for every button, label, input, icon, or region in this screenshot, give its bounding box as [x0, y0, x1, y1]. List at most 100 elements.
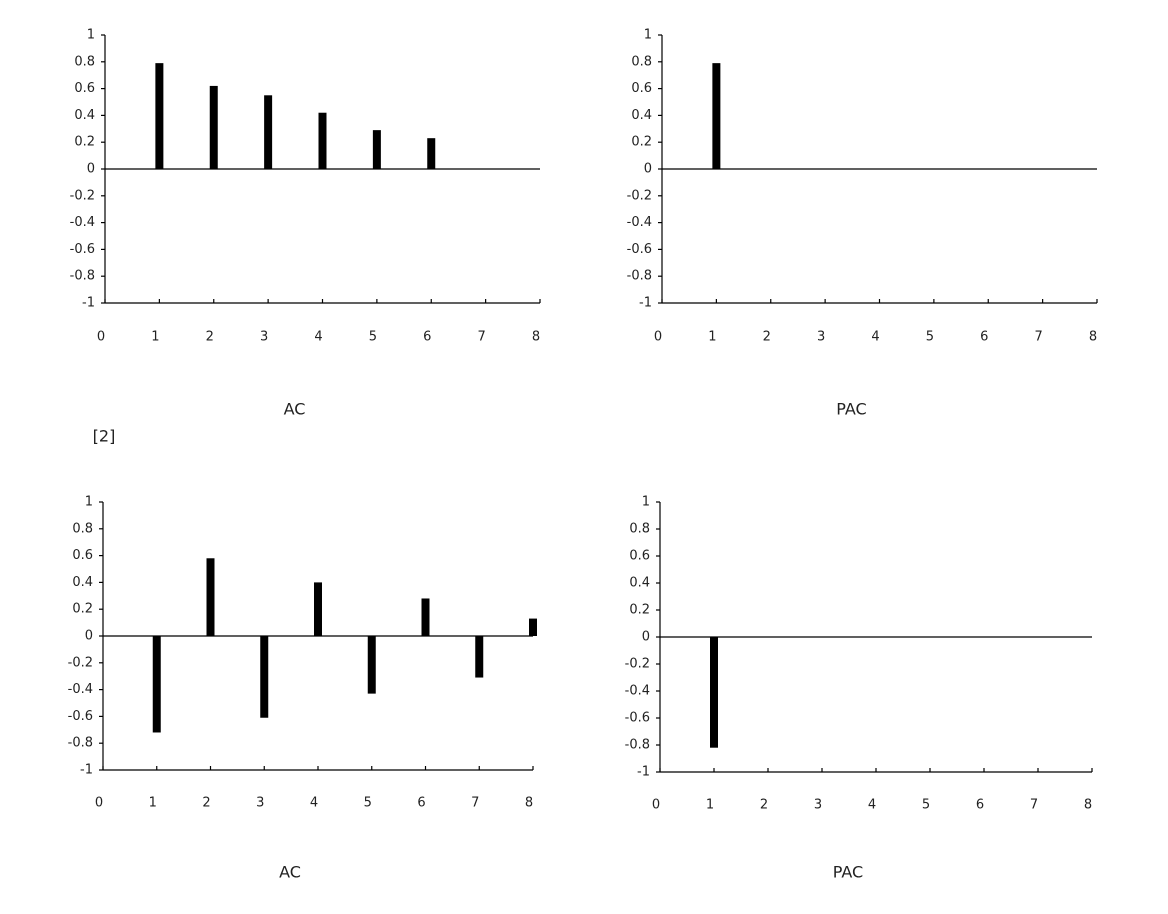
x-tick-label: 0	[95, 796, 103, 811]
y-tick-label: 0	[87, 162, 95, 177]
y-tick-label: 0.6	[72, 548, 93, 563]
y-tick-label: 0.2	[72, 602, 93, 617]
y-tick-label: -0.8	[68, 736, 93, 751]
x-tick-label: 1	[149, 796, 157, 811]
y-tick-label: 0.4	[629, 576, 650, 591]
y-tick-label: -0.2	[625, 657, 650, 672]
bar	[318, 112, 327, 169]
x-tick-label: 6	[423, 330, 431, 345]
x-tick-label: 7	[1034, 330, 1042, 345]
y-tick-label: 0.8	[631, 54, 652, 69]
x-tick-label: 2	[760, 798, 768, 813]
y-tick-label: -0.4	[627, 215, 652, 230]
bar	[209, 85, 218, 169]
x-tick-label: 4	[871, 330, 879, 345]
x-tick-label: 6	[417, 796, 425, 811]
x-tick-label: 2	[202, 796, 210, 811]
y-tick-label: 0.2	[74, 135, 95, 150]
x-tick-label: 4	[314, 330, 322, 345]
x-tick-label: 5	[926, 330, 934, 345]
y-tick-label: 0.8	[74, 54, 95, 69]
y-tick-label: 0.8	[629, 522, 650, 537]
y-tick-label: 0.4	[74, 108, 95, 123]
x-tick-label: 7	[1030, 798, 1038, 813]
x-tick-label: 0	[652, 798, 660, 813]
bar	[264, 95, 273, 169]
bar	[155, 63, 164, 169]
y-tick-label: 1	[87, 28, 95, 43]
x-tick-label: 3	[260, 330, 268, 345]
section-label: [2]	[93, 427, 116, 446]
x-tick-label: 8	[1089, 330, 1097, 345]
x-tick-label: 3	[817, 330, 825, 345]
x-tick-label: 1	[708, 330, 716, 345]
y-tick-label: 0.6	[74, 81, 95, 96]
y-tick-label: -0.2	[70, 188, 95, 203]
bar	[152, 636, 161, 733]
x-tick-label: 2	[206, 330, 214, 345]
x-tick-label: 2	[763, 330, 771, 345]
bar	[427, 138, 436, 169]
y-tick-label: 0.2	[631, 135, 652, 150]
x-tick-label: 1	[706, 798, 714, 813]
x-tick-label: 3	[814, 798, 822, 813]
y-tick-label: 0.6	[631, 81, 652, 96]
x-tick-label: 4	[310, 796, 318, 811]
y-tick-label: -0.4	[68, 682, 93, 697]
x-tick-label: 3	[256, 796, 264, 811]
y-tick-label: -0.6	[625, 711, 650, 726]
x-tick-label: 7	[477, 330, 485, 345]
y-tick-label: 1	[85, 495, 93, 510]
y-tick-label: 0	[642, 630, 650, 645]
bar	[367, 636, 376, 694]
y-tick-label: -0.4	[625, 684, 650, 699]
x-axis-label: AC	[284, 400, 306, 419]
y-tick-label: 0	[644, 162, 652, 177]
y-tick-label: -0.2	[68, 655, 93, 670]
y-tick-label: -1	[82, 296, 95, 311]
bar	[314, 582, 322, 636]
x-axis-label: PAC	[833, 863, 863, 882]
x-axis-label: AC	[279, 863, 301, 882]
y-tick-label: -0.6	[627, 242, 652, 257]
x-tick-label: 5	[364, 796, 372, 811]
x-tick-label: 6	[976, 798, 984, 813]
x-tick-label: 8	[525, 796, 533, 811]
x-tick-label: 6	[980, 330, 988, 345]
y-tick-label: -0.8	[627, 269, 652, 284]
x-tick-label: 5	[922, 798, 930, 813]
bar	[260, 636, 269, 718]
y-tick-label: 0.4	[72, 575, 93, 590]
y-tick-label: -0.8	[625, 738, 650, 753]
y-tick-label: -1	[639, 296, 652, 311]
y-tick-label: -1	[80, 763, 93, 778]
y-tick-label: 0.6	[629, 549, 650, 564]
y-tick-label: 0.4	[631, 108, 652, 123]
y-tick-label: -0.6	[70, 242, 95, 257]
x-tick-label: 5	[369, 330, 377, 345]
y-tick-label: 0.8	[72, 521, 93, 536]
y-tick-label: -1	[637, 765, 650, 780]
bar	[710, 637, 718, 748]
y-tick-label: -0.6	[68, 709, 93, 724]
y-tick-label: -0.8	[70, 269, 95, 284]
y-tick-label: -0.4	[70, 215, 95, 230]
bar	[712, 63, 721, 169]
y-tick-label: 0.2	[629, 603, 650, 618]
bar	[206, 558, 215, 636]
y-tick-label: 1	[644, 28, 652, 43]
x-tick-label: 0	[97, 330, 105, 345]
bar	[372, 130, 381, 169]
y-tick-label: 1	[642, 495, 650, 510]
y-tick-label: 0	[85, 629, 93, 644]
x-tick-label: 1	[151, 330, 159, 345]
bar	[421, 598, 430, 636]
x-tick-label: 0	[654, 330, 662, 345]
x-tick-label: 8	[532, 330, 540, 345]
bar	[475, 636, 484, 678]
x-tick-label: 4	[868, 798, 876, 813]
y-tick-label: -0.2	[627, 188, 652, 203]
x-tick-label: 7	[471, 796, 479, 811]
x-tick-label: 8	[1084, 798, 1092, 813]
